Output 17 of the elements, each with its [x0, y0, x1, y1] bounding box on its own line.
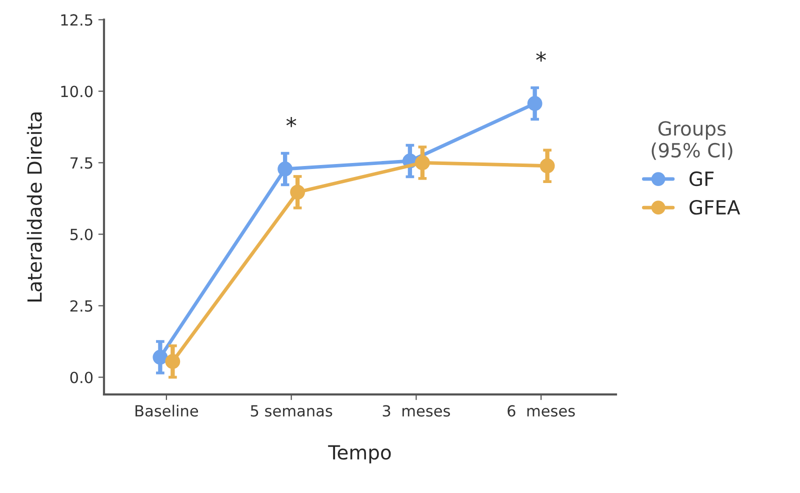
y-tick-label: 2.5: [70, 300, 92, 312]
legend-title: Groups (95% CI): [652, 121, 732, 160]
x-tick-label: 5 semanas: [250, 405, 332, 417]
y-tick-label: 5.0: [70, 228, 93, 240]
y-tick-label: 0.0: [70, 372, 93, 384]
x-tick-label: Baseline: [136, 404, 198, 417]
x-tick-label: 6 meses: [508, 405, 575, 417]
x-axis-title: Tempo: [328, 445, 391, 464]
legend-label: GFEA: [690, 200, 740, 215]
legend-label: GF: [690, 171, 714, 186]
annotation: *: [536, 51, 546, 62]
y-tick-label: 10.0: [61, 86, 93, 98]
y-axis-title: Lateralidade Direita: [26, 112, 42, 302]
y-tick-label: 12.5: [61, 14, 92, 26]
y-tick-label: 7.5: [70, 157, 92, 169]
annotation: *: [286, 116, 296, 128]
x-tick-label: 3 meses: [382, 405, 450, 417]
